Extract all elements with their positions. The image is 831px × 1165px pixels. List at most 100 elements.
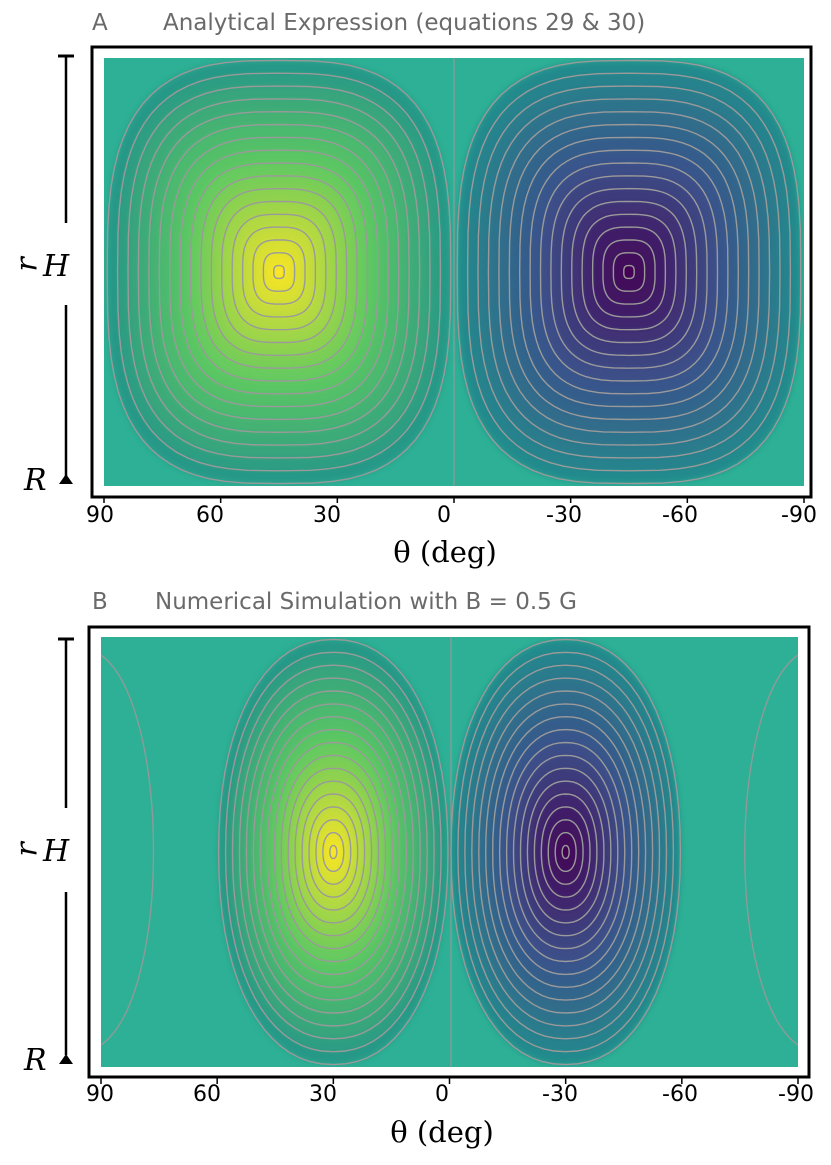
contour-line-negative (540, 806, 591, 898)
contour-line-negative (519, 767, 612, 937)
contour-line-negative (533, 793, 598, 911)
contour-line-negative (466, 72, 792, 472)
contour-line-positive (294, 780, 373, 924)
chart-canvas (58, 45, 813, 503)
contour-line-negative (457, 651, 675, 1053)
contour-line-positive (252, 703, 415, 1001)
x-axis-label: θ (deg) (390, 1115, 494, 1149)
y-label-h: H (43, 249, 70, 284)
contour-line-negative (487, 98, 771, 446)
contour-fill-positive (329, 845, 337, 859)
contour-line-positive (262, 252, 296, 292)
contour-line-negative (526, 780, 605, 924)
edge-contour-left (101, 654, 155, 1046)
contour-line-negative (550, 175, 708, 369)
panel-letter: A (92, 10, 108, 36)
contour-line-negative (498, 110, 760, 434)
chart-canvas (58, 625, 811, 1084)
y-axis-arrow (59, 1054, 73, 1064)
x-tick-label: 60 (196, 503, 224, 528)
contour-line-positive (189, 162, 369, 382)
x-tick-label: 90 (86, 1082, 114, 1107)
contour-line-negative (560, 187, 698, 357)
contour-line-positive (179, 149, 379, 395)
y-label-r: R (24, 1043, 47, 1078)
contour-line-positive (148, 110, 410, 434)
y-axis-label: r (9, 257, 45, 272)
edge-contour-right (744, 654, 798, 1046)
x-ticks (100, 1078, 799, 1084)
contour-line-positive (217, 638, 449, 1066)
contour-line-negative (508, 123, 750, 421)
contour-lines (106, 59, 802, 485)
x-tick-label: 0 (435, 1082, 449, 1107)
contour-line-negative (570, 200, 688, 344)
contour-line-negative (518, 136, 740, 408)
contour-line-positive (168, 136, 390, 408)
contour-line-negative (602, 239, 656, 305)
contour-line-positive (273, 264, 285, 280)
contour-line-positive (158, 123, 400, 421)
contour-line-negative (456, 59, 802, 485)
chart-title: Numerical Simulation with B = 0.5 G (155, 589, 577, 615)
background-field (101, 637, 798, 1067)
contour-line-positive (287, 767, 380, 937)
contour-line-positive (137, 98, 421, 446)
x-axis-label: θ (deg) (393, 535, 497, 569)
contour-line-negative (505, 741, 626, 963)
contour-line-positive (210, 187, 348, 357)
contour-line-positive (220, 200, 338, 344)
contour-line-positive (301, 793, 366, 911)
x-tick-label: 30 (313, 503, 341, 528)
contour-lines (217, 638, 682, 1066)
contour-line-negative (498, 728, 633, 976)
contour-line-negative (561, 844, 570, 860)
y-axis-label: r (9, 842, 45, 857)
x-tick-label: 90 (86, 503, 114, 528)
x-tick-label: 30 (309, 1082, 337, 1107)
panel-b: B Numerical Simulation with B = 0.5 G H … (0, 585, 831, 1165)
contour-line-positive (241, 226, 317, 318)
y-axis-arrow (59, 474, 73, 484)
x-tick-label: -30 (542, 1082, 578, 1107)
contour-line-positive (231, 213, 327, 331)
contour-line-positive (106, 59, 452, 485)
contour-line-negative (477, 85, 781, 459)
contour-line-positive (224, 651, 442, 1053)
x-tick-label: 60 (193, 1082, 221, 1107)
contour-line-positive (308, 806, 359, 898)
chart-title: Analytical Expression (equations 29 & 30… (163, 10, 646, 36)
x-tick-label: -90 (781, 503, 817, 528)
contour-line-positive (116, 72, 442, 472)
x-tick-label: 0 (437, 503, 451, 528)
y-label-h: H (43, 834, 70, 869)
contour-line-positive (200, 175, 358, 369)
contour-line-negative (554, 832, 577, 872)
contour-line-negative (471, 677, 661, 1027)
contour-line-negative (539, 162, 719, 382)
contour-line-positive (315, 819, 352, 885)
contour-line-negative (464, 664, 668, 1040)
contour-line-negative (512, 754, 619, 950)
contour-line-positive (231, 664, 435, 1040)
contour-line-positive (322, 832, 345, 872)
panel-letter: B (92, 589, 108, 615)
contour-line-negative (529, 149, 729, 395)
contour-line-positive (127, 85, 431, 459)
contour-line-positive (273, 741, 394, 963)
x-tick-label: -30 (546, 503, 582, 528)
contour-line-negative (623, 264, 635, 280)
contour-line-negative (478, 690, 654, 1014)
contour-fill-positive (273, 265, 285, 279)
contour-line-negative (612, 252, 646, 292)
panel-a: A Analytical Expression (equations 29 & … (0, 0, 831, 580)
y-label-r: R (24, 463, 47, 498)
contour-line-positive (280, 754, 387, 950)
contour-line-positive (259, 715, 408, 989)
contour-fill-negative (562, 845, 570, 859)
contour-line-positive (252, 239, 306, 305)
contour-line-negative (581, 213, 677, 331)
contour-fill-negative (623, 265, 635, 279)
contour-line-positive (266, 728, 401, 976)
x-tick-label: -60 (662, 1082, 698, 1107)
